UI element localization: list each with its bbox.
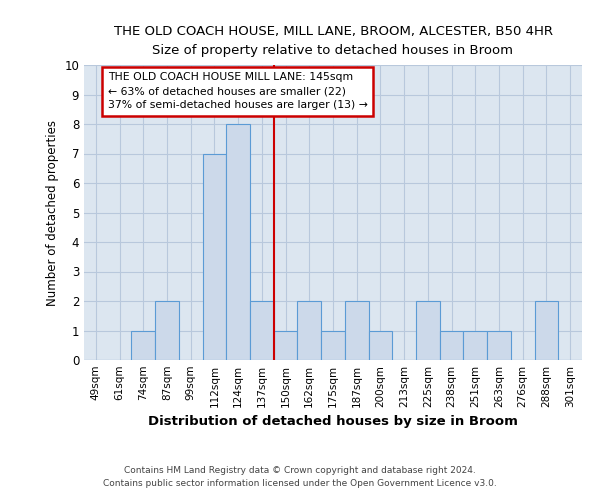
Bar	[250, 301, 274, 360]
Title: THE OLD COACH HOUSE, MILL LANE, BROOM, ALCESTER, B50 4HR
Size of property relati: THE OLD COACH HOUSE, MILL LANE, BROOM, A…	[113, 25, 553, 57]
X-axis label: Distribution of detached houses by size in Broom: Distribution of detached houses by size …	[148, 416, 518, 428]
Bar	[416, 301, 440, 360]
Bar	[345, 301, 368, 360]
Bar	[487, 330, 511, 360]
Bar	[298, 301, 321, 360]
Bar	[321, 330, 345, 360]
Bar	[463, 330, 487, 360]
Y-axis label: Number of detached properties: Number of detached properties	[46, 120, 59, 306]
Bar	[155, 301, 179, 360]
Text: Contains HM Land Registry data © Crown copyright and database right 2024.
Contai: Contains HM Land Registry data © Crown c…	[103, 466, 497, 487]
Bar	[203, 154, 226, 360]
Bar	[440, 330, 463, 360]
Bar	[535, 301, 558, 360]
Bar	[274, 330, 298, 360]
Text: THE OLD COACH HOUSE MILL LANE: 145sqm
← 63% of detached houses are smaller (22)
: THE OLD COACH HOUSE MILL LANE: 145sqm ← …	[108, 72, 368, 110]
Bar	[131, 330, 155, 360]
Bar	[368, 330, 392, 360]
Bar	[226, 124, 250, 360]
